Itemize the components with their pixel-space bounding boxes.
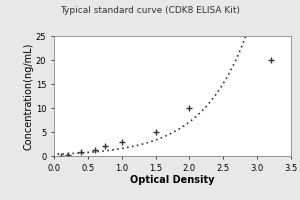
Y-axis label: Concentration(ng/mL): Concentration(ng/mL) [23, 42, 33, 150]
Text: Typical standard curve (CDK8 ELISA Kit): Typical standard curve (CDK8 ELISA Kit) [60, 6, 240, 15]
X-axis label: Optical Density: Optical Density [130, 175, 215, 185]
